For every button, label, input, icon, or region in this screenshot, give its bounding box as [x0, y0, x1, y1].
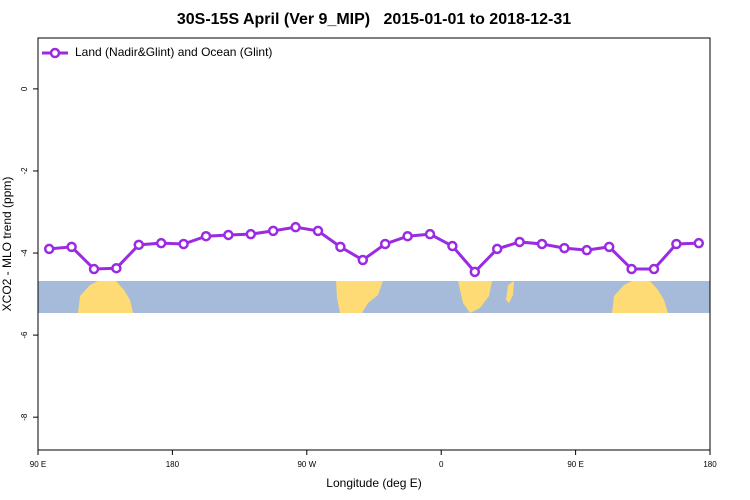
map-band	[38, 281, 710, 313]
data-point	[581, 244, 593, 256]
land	[506, 281, 514, 303]
legend-marker	[49, 47, 61, 59]
x-tick-label: 90 E	[567, 460, 583, 469]
data-point	[290, 221, 301, 233]
data-point	[335, 241, 346, 253]
data-point	[379, 238, 391, 250]
y-tick-label: -4	[20, 249, 29, 257]
land	[458, 281, 492, 313]
data-point	[88, 263, 100, 275]
x-tick-label: 90 E	[30, 460, 46, 469]
data-point	[693, 237, 705, 249]
x-axis-label: Longitude (deg E)	[326, 476, 421, 490]
data-point	[357, 254, 369, 266]
y-tick-label: 0	[20, 86, 29, 91]
y-tick-label: -2	[20, 167, 29, 175]
y-tick-label: -6	[20, 331, 29, 339]
data-point	[155, 237, 167, 249]
legend-label: Land (Nadir&Glint) and Ocean (Glint)	[75, 45, 272, 59]
data-point	[559, 242, 570, 254]
land	[78, 281, 133, 313]
data-point	[424, 228, 436, 240]
data-line	[49, 225, 699, 275]
data-point	[402, 230, 413, 242]
data-point	[514, 236, 525, 248]
data-point	[469, 266, 481, 278]
data-point	[626, 263, 637, 275]
y-tick-label: -8	[20, 413, 29, 421]
x-tick-label: 90 W	[297, 460, 316, 469]
data-point	[43, 243, 55, 255]
data-point	[178, 238, 189, 250]
data-point	[245, 228, 257, 240]
data-point	[491, 243, 503, 255]
land	[612, 281, 668, 313]
data-point	[648, 263, 660, 275]
data-point	[66, 241, 77, 253]
data-point	[603, 241, 615, 253]
x-tick-label: 180	[703, 460, 717, 469]
land	[336, 281, 383, 313]
data-point	[223, 229, 234, 241]
chart-title: 30S-15S April (Ver 9_MIP) 2015-01-01 to …	[177, 11, 571, 28]
data-point	[133, 239, 145, 251]
x-tick-label: 180	[166, 460, 180, 469]
plot-frame	[37, 37, 711, 451]
data-point	[536, 238, 548, 250]
x-tick-label: 0	[439, 460, 444, 469]
data-point	[267, 225, 279, 237]
data-point	[200, 230, 212, 242]
data-point	[447, 240, 458, 252]
data-point	[312, 225, 324, 237]
data-point	[111, 262, 122, 274]
y-axis-label: XCO2 - MLO trend (ppm)	[0, 177, 14, 312]
data-point	[671, 238, 682, 250]
